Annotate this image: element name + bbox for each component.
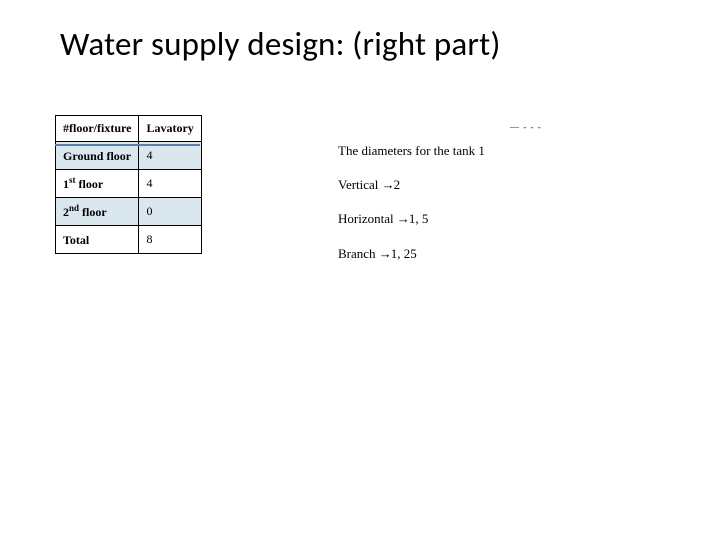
table-header-row: #floor/fixture Lavatory <box>56 116 202 142</box>
header-floor: #floor/fixture <box>56 116 139 142</box>
table-row: 2nd floor 0 <box>56 198 202 226</box>
fixture-table: #floor/fixture Lavatory Ground floor 4 1… <box>55 115 202 254</box>
cell-value: 4 <box>139 170 201 198</box>
slide-title: Water supply design: (right part) <box>60 24 501 64</box>
diameters-line: Horizontal →1, 5 <box>338 210 485 228</box>
arrow-icon: → <box>379 246 391 261</box>
diameters-line: Branch →1, 25 <box>338 245 485 263</box>
diam-label: Horizontal <box>338 211 394 226</box>
arrow-icon: → <box>397 211 409 226</box>
diam-label: Branch <box>338 246 376 261</box>
table-row: 1st floor 4 <box>56 170 202 198</box>
decor-dash: — - - - <box>510 122 542 132</box>
cell-label: Total <box>56 226 139 254</box>
header-lavatory: Lavatory <box>139 116 201 142</box>
diam-value: 1, 25 <box>391 246 417 261</box>
cell-value: 8 <box>139 226 201 254</box>
arrow-icon: → <box>382 177 394 192</box>
table-row: Total 8 <box>56 226 202 254</box>
diameters-heading: The diameters for the tank 1 <box>338 142 485 160</box>
diameters-line: Vertical →2 <box>338 176 485 194</box>
diameters-block: The diameters for the tank 1 Vertical →2… <box>338 142 485 279</box>
diam-label: Vertical <box>338 177 378 192</box>
cell-label: 2nd floor <box>56 198 139 226</box>
cell-label: 1st floor <box>56 170 139 198</box>
cell-value: 0 <box>139 198 201 226</box>
diam-value: 1, 5 <box>409 211 429 226</box>
diam-value: 2 <box>394 177 401 192</box>
table-accent-line <box>55 144 200 146</box>
